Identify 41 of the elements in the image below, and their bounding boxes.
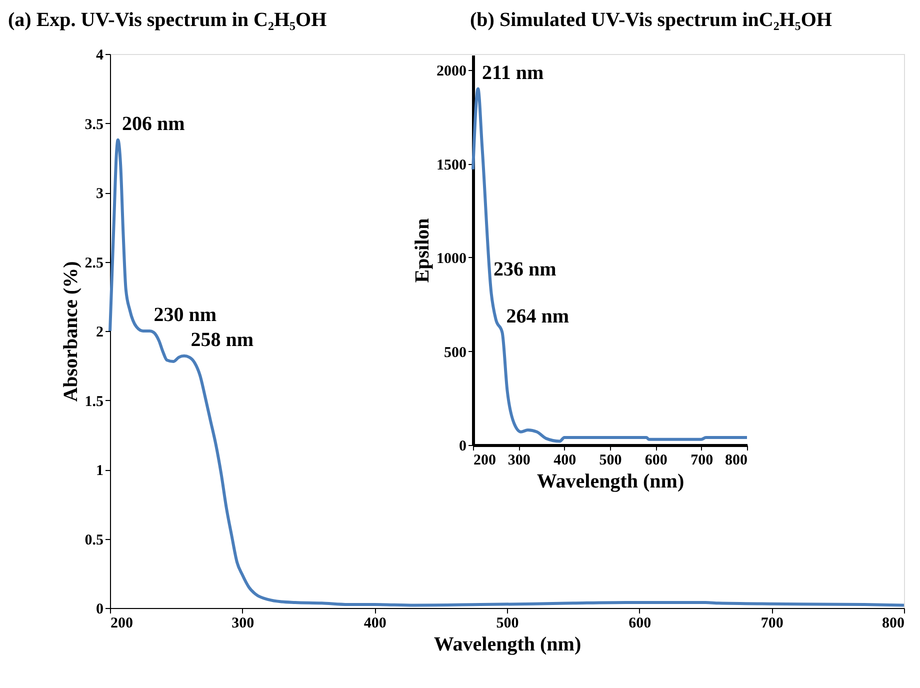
- y-tick-label: 3: [96, 186, 104, 202]
- x-tick-label: 500: [496, 616, 519, 632]
- x-tick-label: 300: [508, 452, 530, 468]
- y-tick-label: 500: [444, 344, 466, 361]
- line-series: [472, 87, 748, 443]
- annotation: 206 nm: [122, 112, 186, 135]
- y-tick-label: 0: [96, 602, 104, 618]
- y-tick-label: 1500: [436, 157, 466, 174]
- x-tick-label: 600: [644, 452, 668, 468]
- annotation: 264 nm: [506, 306, 570, 328]
- x-axis-title: Wavelength (nm): [434, 634, 582, 656]
- annotation: 230 nm: [154, 304, 217, 326]
- annotation: 211 nm: [482, 62, 544, 84]
- y-tick-label: 1: [96, 463, 104, 479]
- x-tick-label: 500: [599, 452, 622, 468]
- x-tick-label: 200: [474, 452, 496, 468]
- y-tick-label: 2: [96, 324, 104, 340]
- y-tick-label: 2000: [436, 64, 466, 80]
- x-tick-label: 300: [232, 616, 254, 632]
- x-tick-label: 200: [110, 616, 133, 632]
- x-tick-label: 600: [628, 616, 652, 632]
- y-tick-label: 1000: [436, 251, 466, 267]
- y-tick-label: 0.5: [84, 532, 104, 548]
- y-axis-title: Epsilon: [412, 218, 434, 283]
- y-tick-label: 3.5: [84, 116, 104, 133]
- annotation: 236 nm: [493, 258, 557, 281]
- y-tick-label: 1.5: [84, 394, 104, 410]
- chart-title: (a) Exp. UV-Vis spectrum in C₂H₅OH: [8, 9, 328, 31]
- x-tick-label: 400: [364, 616, 386, 632]
- x-tick-label: 800: [882, 616, 904, 632]
- x-tick-label: 400: [554, 452, 576, 468]
- y-axis-title: Absorbance (%): [60, 261, 82, 402]
- chart-title: (b) Simulated UV-Vis spectrum inC₂H₅OH: [470, 9, 832, 31]
- y-tick-label: 4: [96, 48, 104, 64]
- x-tick-label: 700: [760, 616, 784, 632]
- x-tick-label: 800: [725, 452, 748, 468]
- y-tick-label: 2.5: [84, 255, 104, 272]
- y-tick-label: 0: [459, 438, 466, 454]
- x-tick-label: 700: [690, 452, 714, 468]
- x-axis-title: Wavelength (nm): [536, 470, 684, 492]
- annotation: 258 nm: [190, 328, 254, 351]
